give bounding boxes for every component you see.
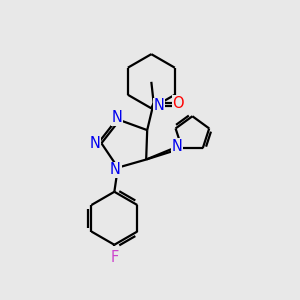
Text: N: N <box>89 136 100 151</box>
Text: N: N <box>112 110 123 125</box>
Text: N: N <box>110 163 121 178</box>
Text: N: N <box>171 139 182 154</box>
Text: O: O <box>172 95 184 110</box>
Text: F: F <box>110 250 118 265</box>
Text: N: N <box>153 98 164 113</box>
